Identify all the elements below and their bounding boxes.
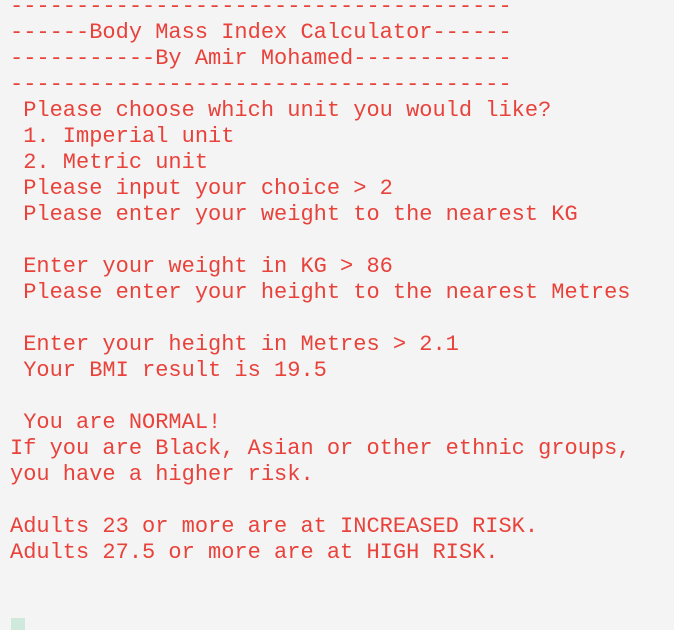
output-line: -----------By Amir Mohamed------------ <box>10 46 512 71</box>
output-line: Enter your weight in KG > 86 <box>10 254 393 279</box>
output-block: Enter your height in Metres > 2.1 Your B… <box>10 332 631 384</box>
output-block: Adults 23 or more are at INCREASED RISK.… <box>10 514 631 566</box>
output-line: Adults 23 or more are at INCREASED RISK. <box>10 514 539 539</box>
output-line: If you are Black, Asian or other ethnic … <box>10 436 631 461</box>
output-line: Please enter your height to the nearest … <box>10 280 631 305</box>
output-line: ------Body Mass Index Calculator------ <box>10 20 512 45</box>
output-line: Your BMI result is 19.5 <box>10 358 327 383</box>
output-block: You are NORMAL! If you are Black, Asian o… <box>10 410 631 488</box>
cursor <box>11 618 25 630</box>
output-block: Enter your weight in KG > 86 Please ente… <box>10 254 631 306</box>
output-line: you have a higher risk. <box>10 462 314 487</box>
output-line: 1. Imperial unit <box>10 124 235 149</box>
output-line: -------------------------------------- <box>10 72 512 97</box>
output-line: You are NORMAL! <box>10 410 222 435</box>
output-line: Adults 27.5 or more are at HIGH RISK. <box>10 540 499 565</box>
terminal-output: -------------------------------------- --… <box>10 0 631 592</box>
output-line: Please choose which unit you would like? <box>10 98 552 123</box>
output-line: Please enter your weight to the nearest … <box>10 202 578 227</box>
output-block: -------------------------------------- --… <box>10 0 631 228</box>
output-line: Please input your choice > 2 <box>10 176 393 201</box>
output-line: Enter your height in Metres > 2.1 <box>10 332 459 357</box>
output-line: 2. Metric unit <box>10 150 209 175</box>
output-line: -------------------------------------- <box>10 0 512 19</box>
